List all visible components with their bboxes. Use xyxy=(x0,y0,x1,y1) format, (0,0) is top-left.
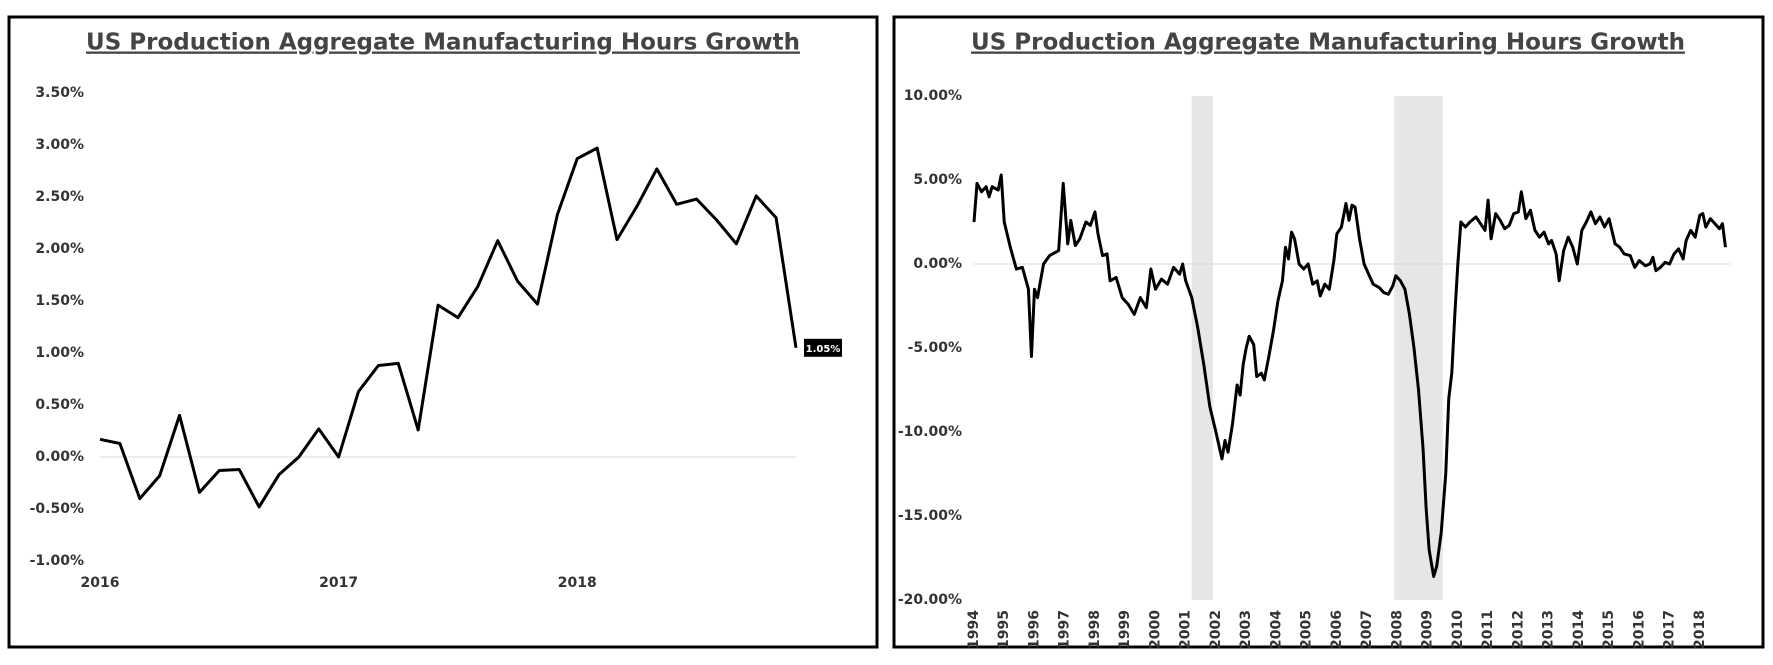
data-line xyxy=(99,146,798,509)
x-tick-label: 1996 xyxy=(1026,610,1042,649)
x-tick-label: 1998 xyxy=(1087,610,1103,649)
x-tick-label: 2000 xyxy=(1147,610,1163,649)
x-tick-label: 2017 xyxy=(319,575,358,591)
x-tick-label: 2014 xyxy=(1571,610,1587,649)
chart-title: US Production Aggregate Manufacturing Ho… xyxy=(971,30,1685,56)
recession-shade xyxy=(1394,96,1443,600)
x-tick-label: 2010 xyxy=(1450,610,1466,649)
x-tick-label: 2007 xyxy=(1359,610,1375,649)
value-label-box xyxy=(804,338,842,357)
x-tick-label: 2015 xyxy=(1601,610,1617,649)
x-tick-label: 2004 xyxy=(1268,610,1284,649)
y-tick-label: -0.50% xyxy=(30,501,84,517)
y-tick-label: 1.50% xyxy=(35,293,84,309)
y-tick-label: 10.00% xyxy=(904,88,962,104)
x-tick-label: 1995 xyxy=(996,610,1012,649)
y-tick-label: -5.00% xyxy=(908,340,962,356)
x-tick-label: 2018 xyxy=(1692,610,1708,649)
x-tick-label: 2016 xyxy=(1631,610,1647,649)
x-tick-label: 2002 xyxy=(1208,610,1224,649)
x-tick-label: 2009 xyxy=(1420,610,1436,649)
x-tick-label: 1994 xyxy=(966,610,982,649)
y-tick-label: 0.50% xyxy=(35,397,84,413)
y-tick-label: 2.50% xyxy=(35,189,84,205)
y-tick-label: -10.00% xyxy=(898,424,962,440)
y-tick-label: -15.00% xyxy=(898,508,962,524)
x-tick-label: 2016 xyxy=(81,575,120,591)
y-tick-label: 3.00% xyxy=(35,137,84,153)
y-tick-label: 2.00% xyxy=(35,241,84,257)
x-tick-label: 2003 xyxy=(1238,610,1254,649)
y-tick-label: 1.00% xyxy=(35,345,84,361)
x-tick-label: 2008 xyxy=(1389,610,1405,649)
y-tick-label: 5.00% xyxy=(913,172,962,188)
x-tick-label: 2001 xyxy=(1178,610,1194,649)
panel-border xyxy=(7,15,879,649)
x-tick-label: 2017 xyxy=(1662,610,1678,649)
y-tick-label: 3.50% xyxy=(35,85,84,101)
x-tick-label: 2018 xyxy=(558,575,597,591)
data-line xyxy=(972,173,1727,578)
panel-border xyxy=(892,15,1765,649)
x-tick-label: 2005 xyxy=(1299,610,1315,649)
y-tick-label: 0.00% xyxy=(35,449,84,465)
y-tick-label: 0.00% xyxy=(913,256,962,272)
x-tick-label: 2012 xyxy=(1510,610,1526,649)
x-tick-label: 1999 xyxy=(1117,610,1133,649)
x-tick-label: 2011 xyxy=(1480,610,1496,649)
x-tick-label: 2006 xyxy=(1329,610,1345,649)
x-tick-label: 1997 xyxy=(1057,610,1073,649)
value-label: 1.05% xyxy=(806,344,841,355)
y-tick-label: -20.00% xyxy=(898,592,962,608)
x-tick-label: 2013 xyxy=(1541,610,1557,649)
y-tick-label: -1.00% xyxy=(30,553,84,569)
chart-title: US Production Aggregate Manufacturing Ho… xyxy=(86,30,800,56)
